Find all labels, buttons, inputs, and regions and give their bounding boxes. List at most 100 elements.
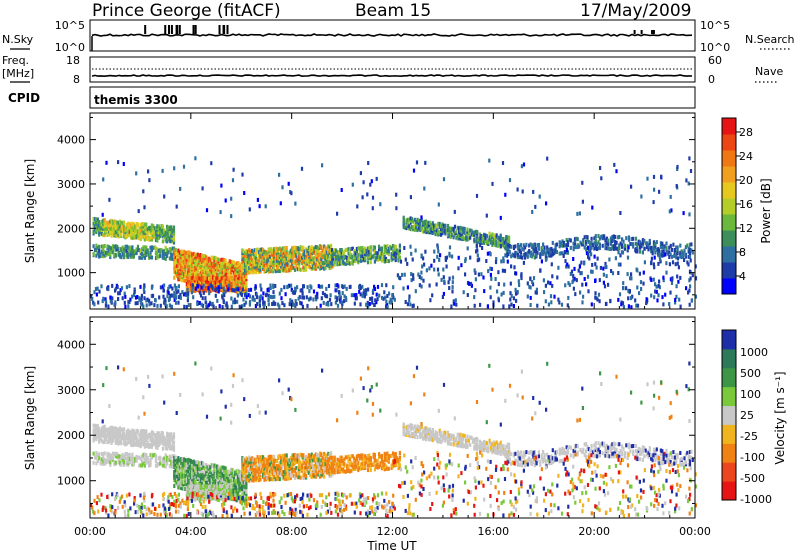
- heatmap-cell: [580, 271, 583, 276]
- heatmap-cell: [235, 469, 238, 474]
- heatmap-cell: [643, 238, 646, 243]
- heatmap-cell: [520, 276, 523, 281]
- heatmap-cell: [296, 285, 299, 290]
- heatmap-cell: [392, 295, 395, 300]
- heatmap-cell: [458, 233, 461, 238]
- heatmap-cell: [674, 300, 677, 305]
- heatmap-cell: [257, 255, 261, 260]
- heatmap-cell: [598, 246, 601, 250]
- heatmap-cell: [135, 171, 138, 176]
- heatmap-cell: [118, 219, 122, 224]
- heatmap-cell: [159, 433, 162, 438]
- heatmap-cell: [396, 273, 399, 278]
- heatmap-cell: [560, 302, 564, 307]
- heatmap-cell: [285, 260, 288, 265]
- heatmap-cell: [478, 232, 481, 237]
- heatmap-cell: [566, 243, 570, 247]
- heatmap-cell: [231, 484, 234, 489]
- heatmap-cell: [459, 232, 462, 237]
- heatmap-cell: [238, 268, 241, 273]
- heatmap-cell: [185, 472, 188, 477]
- heatmap-cell: [505, 235, 508, 239]
- heatmap-cell: [369, 260, 372, 265]
- heatmap-cell: [192, 295, 195, 300]
- heatmap-cell: [95, 461, 98, 466]
- heatmap-cell: [176, 251, 179, 256]
- heatmap-cell: [146, 434, 149, 439]
- heatmap-cell: [611, 239, 614, 243]
- nsearch-label: N.Search: [745, 33, 795, 46]
- heatmap-cell: [235, 263, 238, 268]
- heatmap-cell: [369, 182, 372, 187]
- heatmap-cell: [627, 288, 630, 293]
- heatmap-cell: [95, 423, 98, 428]
- heatmap-cell: [177, 258, 180, 263]
- heatmap-cell: [489, 238, 493, 243]
- heatmap-cell: [131, 221, 134, 226]
- heatmap-cell: [178, 253, 181, 258]
- heatmap-cell: [127, 225, 130, 230]
- heatmap-cell: [125, 227, 128, 232]
- heatmap-cell: [424, 230, 427, 235]
- heatmap-cell: [232, 480, 235, 485]
- heatmap-cell: [189, 459, 192, 464]
- heatmap-cell: [293, 250, 297, 254]
- heatmap-cell: [473, 237, 476, 242]
- heatmap-cell: [507, 246, 510, 251]
- heatmap-cell: [107, 434, 110, 439]
- heatmap-cell: [510, 254, 513, 259]
- heatmap-cell: [173, 478, 176, 483]
- heatmap-cell: [512, 304, 515, 308]
- heatmap-cell: [203, 278, 206, 283]
- heatmap-cell: [230, 284, 233, 289]
- heatmap-cell: [517, 255, 520, 260]
- heatmap-cell: [249, 258, 252, 263]
- heatmap-cell: [232, 470, 235, 475]
- heatmap-cell: [413, 227, 416, 232]
- heatmap-cell: [302, 268, 305, 272]
- heatmap-cell: [141, 463, 144, 468]
- heatmap-cell: [111, 435, 115, 440]
- heatmap-cell: [646, 245, 649, 250]
- heatmap-cell: [135, 428, 138, 433]
- heatmap-cell: [98, 232, 101, 237]
- heatmap-cell: [531, 210, 534, 214]
- heatmap-cell: [347, 256, 350, 261]
- heatmap-cell: [195, 269, 198, 273]
- heatmap-cell: [316, 245, 319, 250]
- heatmap-cell: [591, 243, 595, 247]
- heatmap-cell: [199, 280, 202, 285]
- heatmap-cell: [529, 295, 532, 300]
- heatmap-cell: [502, 237, 505, 241]
- heatmap-cell: [153, 303, 156, 308]
- heatmap-cell: [424, 249, 427, 254]
- heatmap-cell: [131, 255, 134, 259]
- heatmap-cell: [200, 253, 204, 258]
- heatmap-cell: [271, 302, 274, 306]
- heatmap-cell: [202, 254, 205, 259]
- heatmap-cell: [576, 211, 579, 216]
- heatmap-cell: [100, 284, 103, 289]
- heatmap-cell: [192, 271, 195, 276]
- heatmap-cell: [226, 283, 229, 287]
- heatmap-cell: [192, 461, 195, 466]
- heatmap-cell: [502, 256, 505, 261]
- heatmap-cell: [281, 256, 284, 261]
- heatmap-cell: [181, 463, 184, 468]
- heatmap-cell: [161, 229, 164, 234]
- heatmap-cell: [585, 247, 588, 252]
- heatmap-cell: [145, 249, 148, 254]
- heatmap-cell: [120, 427, 123, 432]
- heatmap-cell: [145, 442, 148, 447]
- heatmap-cell: [508, 178, 512, 183]
- heatmap-cell: [117, 454, 120, 459]
- heatmap-cell: [167, 291, 170, 296]
- heatmap-cell: [310, 248, 313, 253]
- heatmap-cell: [257, 257, 261, 262]
- heatmap-cell: [235, 485, 238, 490]
- heatmap-cell: [191, 258, 194, 263]
- heatmap-cell: [161, 460, 164, 465]
- heatmap-cell: [542, 278, 545, 283]
- heatmap-cell: [234, 281, 237, 286]
- heatmap-cell: [662, 275, 665, 280]
